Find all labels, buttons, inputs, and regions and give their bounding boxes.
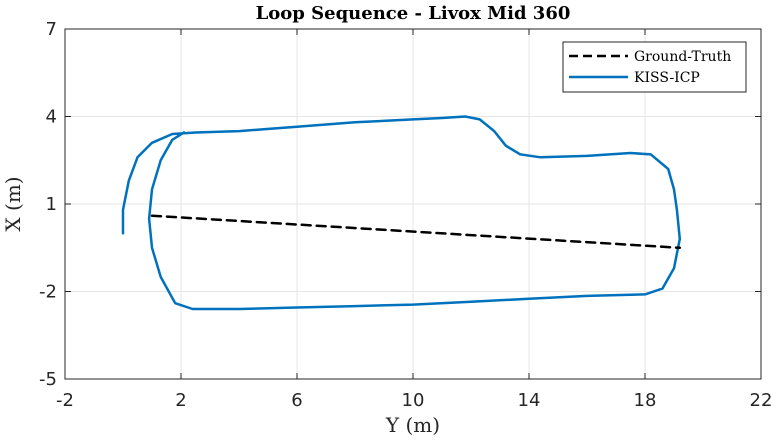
x-tick-label: 6: [291, 390, 302, 411]
ticks: [64, 28, 762, 380]
x-axis-title: Y (m): [385, 413, 440, 437]
x-tick-label: -2: [56, 390, 74, 411]
legend-label: KISS-ICP: [634, 70, 700, 86]
series-line-kiss-icp: [121, 115, 682, 311]
legend: Ground-Truth KISS-ICP: [562, 41, 747, 93]
y-tick-label: -5: [39, 369, 57, 390]
x-tick-label: 22: [750, 390, 773, 411]
y-tick-label: -2: [39, 282, 57, 303]
y-tick-label: 7: [46, 19, 57, 40]
series-layer: [121, 115, 682, 311]
x-tick-label: 14: [518, 390, 541, 411]
legend-box: [562, 41, 747, 93]
y-tick-label: 4: [46, 107, 57, 128]
y-axis-title: X (m): [1, 176, 25, 231]
x-tick-label: 2: [175, 390, 186, 411]
series-line-ground-truth: [150, 214, 682, 250]
chart-title: Loop Sequence - Livox Mid 360: [256, 3, 571, 24]
legend-label: Ground-Truth: [634, 49, 731, 65]
x-tick-label: 18: [634, 390, 657, 411]
y-tick-label: 1: [46, 194, 57, 215]
x-tick-labels: -2 2 6 10 14 18 22: [56, 390, 772, 411]
y-tick-labels: -5 -2 1 4 7: [39, 19, 57, 390]
x-tick-label: 10: [402, 390, 425, 411]
